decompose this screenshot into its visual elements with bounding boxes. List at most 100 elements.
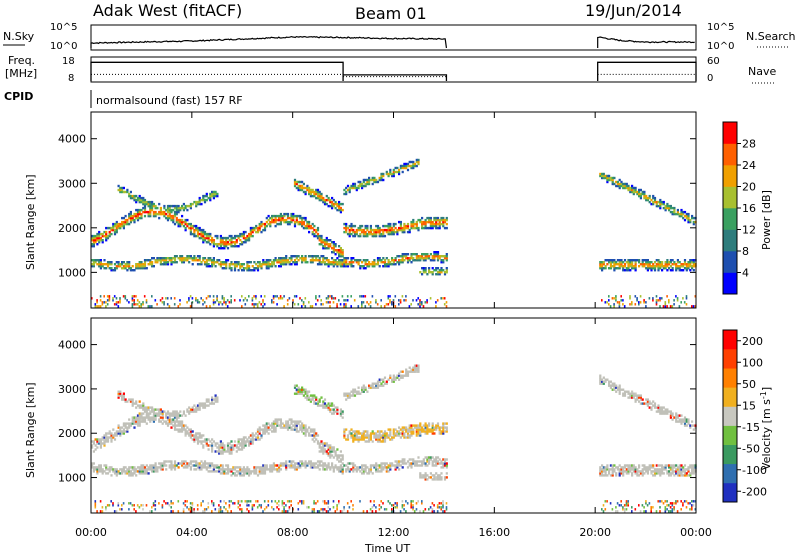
echo-cell — [99, 267, 102, 270]
echo-cell — [239, 448, 242, 451]
echo-cell — [219, 261, 222, 264]
echo-cell — [415, 434, 418, 437]
echo-cell — [249, 470, 252, 473]
echo-cell — [436, 251, 440, 254]
echo-cell — [212, 192, 215, 196]
echo-cell — [436, 506, 439, 509]
echo-cell — [203, 194, 207, 198]
echo-cell — [128, 261, 131, 264]
echo-cell — [175, 220, 178, 224]
echo-cell — [96, 301, 98, 304]
echo-cell — [184, 464, 187, 467]
echo-cell — [353, 464, 357, 467]
echo-cell — [336, 508, 338, 511]
echo-cell — [666, 261, 669, 264]
echo-cell — [675, 269, 678, 272]
echo-cell — [119, 428, 122, 431]
echo-cell — [622, 506, 624, 509]
echo-cell — [138, 412, 141, 415]
echo-cell — [283, 257, 286, 260]
echo-cell — [399, 432, 402, 435]
echo-cell — [364, 470, 367, 473]
echo-cell — [368, 232, 371, 236]
echo-cell — [196, 462, 200, 465]
echo-cell — [228, 446, 231, 449]
echo-cell — [338, 470, 341, 473]
echo-cell — [145, 470, 148, 473]
echo-cell — [387, 466, 390, 469]
echo-cell — [338, 502, 340, 505]
echo-cell — [352, 265, 355, 268]
echo-cell — [121, 508, 123, 511]
echo-cell — [345, 398, 348, 401]
echo-cell — [133, 299, 135, 302]
echo-cell — [371, 182, 374, 186]
echo-cell — [154, 462, 157, 465]
echo-cell — [369, 228, 372, 232]
echo-cell — [359, 232, 362, 236]
echo-cell — [417, 364, 420, 367]
echo-cell — [431, 456, 434, 459]
echo-cell — [203, 508, 206, 511]
echo-cell — [149, 204, 152, 208]
echo-cell — [415, 428, 418, 431]
echo-cell — [408, 464, 411, 467]
echo-cell — [276, 502, 278, 505]
echo-cell — [399, 164, 402, 168]
echo-cell — [355, 261, 358, 264]
echo-cell — [339, 454, 342, 457]
echo-cell — [616, 466, 619, 469]
echo-cell — [361, 301, 363, 304]
echo-cell — [271, 299, 273, 302]
echo-cell — [163, 301, 165, 304]
echo-cell — [421, 502, 423, 505]
echo-cell — [436, 267, 440, 270]
echo-cell — [338, 500, 340, 503]
echo-cell — [362, 178, 365, 182]
echo-cell — [675, 265, 678, 268]
echo-cell — [391, 510, 393, 513]
echo-cell — [110, 474, 113, 477]
echo-cell — [299, 392, 302, 395]
echo-cell — [99, 232, 102, 236]
echo-cell — [128, 192, 131, 196]
echo-cell — [200, 442, 203, 445]
echo-cell — [329, 261, 332, 264]
echo-cell — [443, 460, 447, 463]
echo-cell — [608, 178, 611, 182]
echo-cell — [421, 222, 424, 226]
echo-cell — [99, 440, 102, 443]
echo-cell — [650, 261, 653, 264]
echo-cell — [664, 206, 667, 210]
echo-cell — [389, 438, 392, 441]
echo-cell — [255, 436, 258, 439]
echo-cell — [181, 414, 184, 417]
echo-cell — [135, 422, 138, 425]
echo-cell — [92, 234, 95, 238]
echo-cell — [322, 247, 325, 250]
echo-cell — [253, 305, 255, 308]
echo-cell — [362, 228, 365, 232]
echo-cell — [131, 466, 134, 469]
echo-cell — [177, 414, 180, 417]
echo-cell — [685, 297, 688, 300]
echo-cell — [599, 382, 602, 385]
echo-cell — [170, 259, 173, 262]
echo-cell — [260, 506, 262, 509]
echo-cell — [399, 226, 402, 230]
echo-cell — [343, 226, 346, 230]
echo-cell — [101, 468, 104, 471]
echo-cell — [152, 265, 155, 268]
echo-cell — [124, 398, 127, 401]
echo-cell — [343, 506, 345, 509]
echo-cell — [323, 464, 327, 467]
echo-cell — [410, 160, 413, 164]
echo-cell — [135, 265, 138, 268]
echo-cell — [122, 502, 125, 505]
echo-cell — [124, 263, 127, 266]
echo-cell — [182, 462, 185, 465]
echo-cell — [405, 428, 408, 431]
echo-cell — [669, 206, 672, 210]
echo-cell — [336, 204, 339, 208]
echo-cell — [198, 200, 201, 204]
